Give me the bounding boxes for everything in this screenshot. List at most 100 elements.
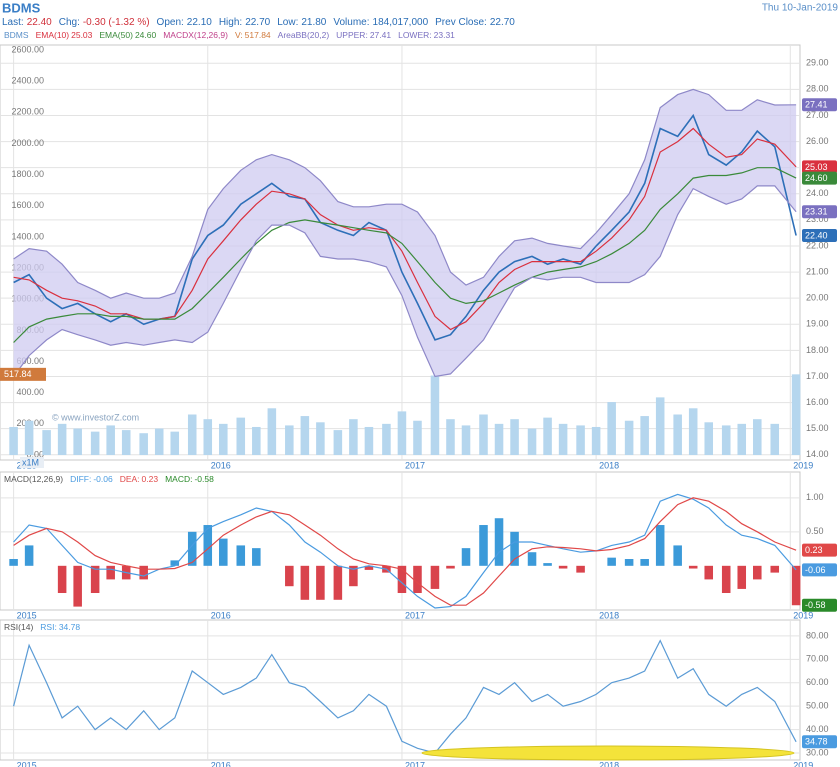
bar (364, 565, 374, 570)
line (13, 497, 797, 606)
x-tick-label: 2017 (405, 760, 425, 767)
x-tick-label: 2016 (211, 460, 231, 470)
panel-frame (0, 471, 801, 611)
bar (267, 408, 277, 456)
quote-value: 22.40 (27, 17, 52, 28)
bar (461, 548, 471, 566)
bar (624, 420, 634, 456)
bar (494, 518, 504, 566)
bar (791, 374, 801, 456)
bar (333, 565, 343, 600)
line (13, 167, 797, 343)
bar (543, 563, 552, 566)
value-marker (802, 171, 837, 185)
bar (510, 531, 519, 566)
legend-name: UPPER: (336, 30, 368, 40)
legend-value: 517.84 (245, 30, 271, 40)
x-tick-label: 2017 (405, 610, 425, 620)
x-tick-label: 2018 (599, 760, 619, 767)
y-tick-label: 30.00 (806, 747, 829, 757)
y-tick-label: 15.00 (806, 423, 829, 433)
bar (558, 423, 568, 456)
panel-frame (0, 44, 801, 461)
bar (770, 423, 780, 456)
bar (203, 525, 213, 566)
bar (430, 565, 440, 589)
bar (333, 430, 343, 456)
bar (106, 425, 115, 456)
y2-tick-label: 2400.00 (11, 76, 44, 86)
y-tick-label: 23.00 (806, 214, 829, 224)
bar (24, 420, 34, 456)
x-tick-label: 2019 (793, 760, 813, 767)
line (13, 185, 797, 378)
bar (770, 565, 780, 573)
bar (382, 423, 391, 456)
quote-label: Chg: (59, 17, 80, 28)
bar (252, 548, 261, 566)
bar (42, 430, 51, 456)
y-tick-label: 80.00 (806, 630, 829, 640)
bar (655, 525, 665, 566)
bar (558, 565, 568, 569)
bar (527, 428, 537, 456)
y2-tick-label: 1600.00 (11, 200, 44, 210)
bar (236, 417, 246, 456)
bar (9, 426, 18, 456)
bar (364, 426, 374, 456)
bar (704, 565, 714, 580)
y-tick-label: 60.00 (806, 677, 829, 687)
bar (673, 414, 682, 456)
bar (673, 545, 682, 566)
bar (90, 565, 100, 594)
y-tick-label: 1.00 (806, 492, 824, 502)
quote-value: -0.30 (-1.32 %) (83, 17, 150, 28)
value-marker-label: 517.84 (4, 369, 32, 379)
quote-label: Last: (2, 17, 24, 28)
bar (737, 423, 747, 456)
bar (510, 419, 519, 456)
value-marker-label: 27.41 (805, 100, 828, 110)
legend-value: 34.78 (59, 622, 81, 632)
bar (300, 416, 310, 456)
line (13, 113, 797, 341)
bar (655, 397, 665, 456)
value-marker (802, 735, 837, 749)
symbol: BDMS (2, 0, 41, 15)
legend-value: 24.60 (135, 30, 157, 40)
bar (316, 565, 325, 600)
panel-frame (0, 619, 801, 761)
bar (640, 559, 649, 566)
value-marker (802, 160, 837, 174)
unit-box (20, 457, 44, 468)
bar (791, 565, 801, 606)
bar (446, 565, 455, 569)
bar (139, 565, 148, 580)
bar (187, 414, 197, 456)
bar (73, 428, 82, 456)
bar (236, 545, 246, 566)
legend-name: AreaBB(20,2) (278, 30, 330, 40)
bar (721, 565, 731, 594)
legend-name: DIFF: (70, 474, 91, 484)
bar (252, 426, 261, 456)
highlight (421, 745, 795, 761)
bar (607, 402, 616, 456)
bar (479, 414, 488, 456)
bar (121, 430, 131, 456)
y-tick-label: 14.00 (806, 449, 829, 459)
y2-tick-label: 600.00 (16, 356, 44, 366)
quote-value: 22.10 (187, 17, 212, 28)
y2-tick-label: 2200.00 (11, 107, 44, 117)
legend-value: -0.06 (93, 474, 113, 484)
y-tick-label: 26.00 (806, 136, 829, 146)
y-tick-label: 50.00 (806, 701, 829, 711)
bar (688, 408, 698, 456)
y-tick-label: 0.50 (806, 526, 824, 536)
legend-name: V: (235, 30, 243, 40)
legend-value: 25.03 (71, 30, 93, 40)
bar (413, 420, 422, 456)
bar (576, 425, 585, 456)
bar (397, 565, 407, 594)
